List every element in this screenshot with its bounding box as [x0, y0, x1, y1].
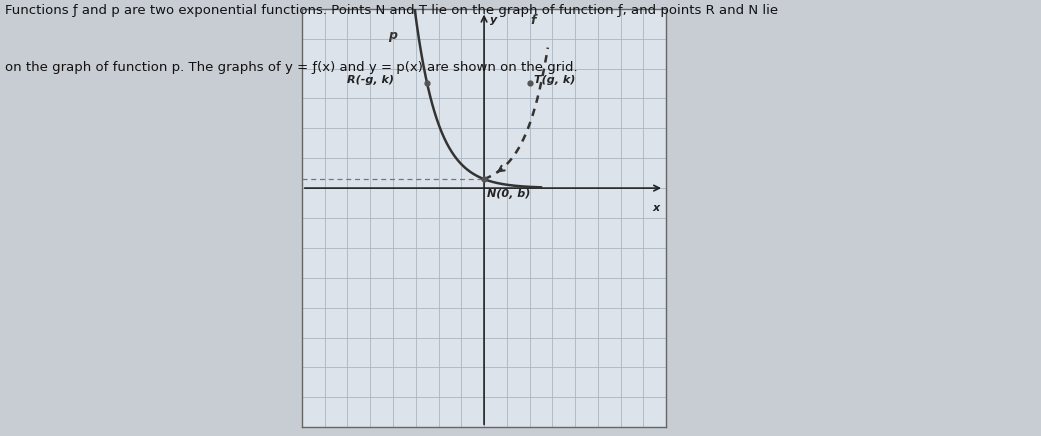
Text: R(-g, k): R(-g, k) — [348, 75, 395, 85]
Text: Functions ƒ and p are two exponential functions. Points N and T lie on the graph: Functions ƒ and p are two exponential fu… — [5, 4, 779, 17]
Text: on the graph of function p. The graphs of y = ƒ(x) and y = p(x) are shown on the: on the graph of function p. The graphs o… — [5, 61, 578, 74]
Text: f: f — [531, 14, 536, 27]
Text: T(g, k): T(g, k) — [534, 75, 576, 85]
Text: p: p — [388, 29, 398, 41]
Text: N(0, b): N(0, b) — [487, 189, 531, 199]
Text: y: y — [489, 15, 497, 25]
Text: x: x — [653, 203, 659, 213]
